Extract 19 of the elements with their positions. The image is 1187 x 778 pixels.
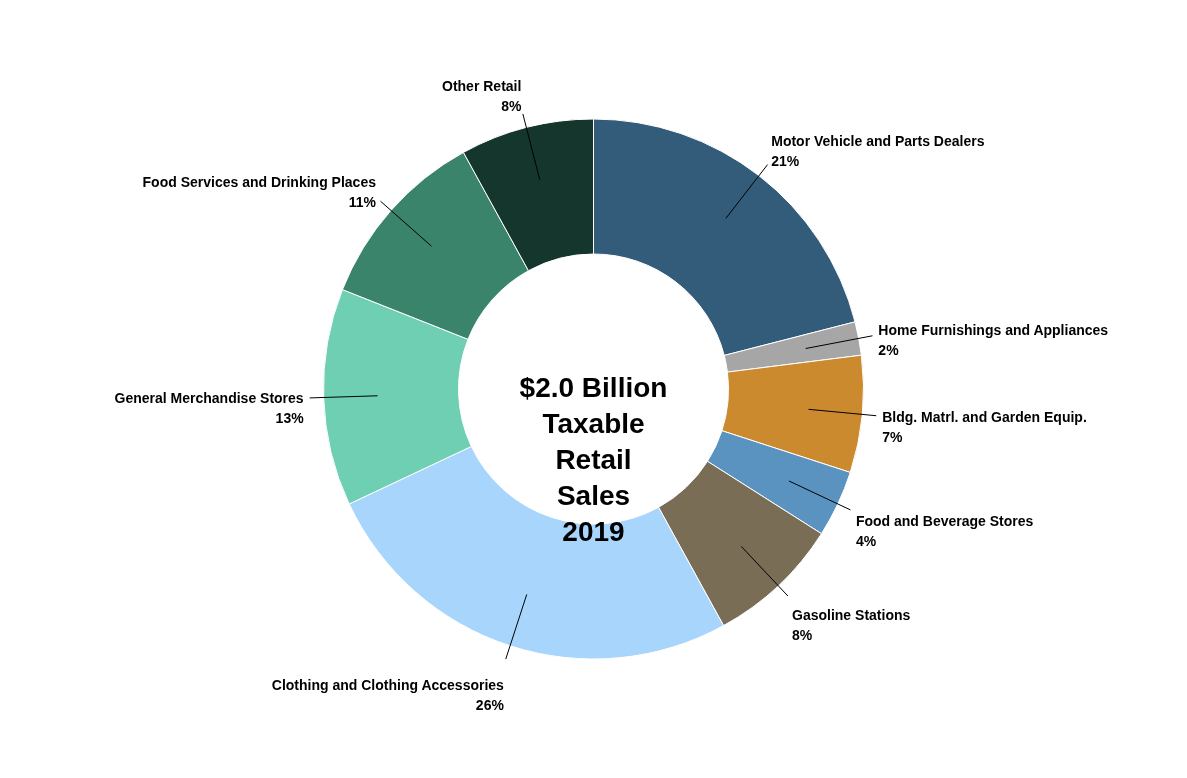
slice-label: Bldg. Matrl. and Garden Equip. [882, 409, 1087, 426]
data-label: 11% [348, 193, 377, 210]
data-label: 2% [878, 341, 900, 358]
slice-label: Motor Vehicle and Parts Dealers [771, 133, 985, 150]
data-label: 8% [501, 97, 522, 114]
data-label: 7% [882, 429, 903, 446]
text: $2.0 Billion Taxable Retail Sales 2019 [519, 372, 668, 547]
slice-label: Food and Beverage Stores [855, 512, 1034, 529]
data-label: 4% [855, 532, 877, 549]
data-label: 13% [275, 409, 305, 426]
slice-label: Home Furnishings and Appliances [878, 321, 1109, 338]
slice-label: Gasoline Stations [792, 607, 911, 624]
data-label: 8% [792, 627, 813, 644]
data-label: 21% [771, 153, 800, 170]
slice-label: Food Services and Drinking Places [142, 173, 377, 190]
data-label: 26% [475, 696, 505, 713]
slice-label: Clothing and Clothing Accessories [271, 676, 505, 693]
slice-label: General Merchandise Stores [114, 389, 304, 406]
slice-label: Other Retail [442, 77, 522, 94]
